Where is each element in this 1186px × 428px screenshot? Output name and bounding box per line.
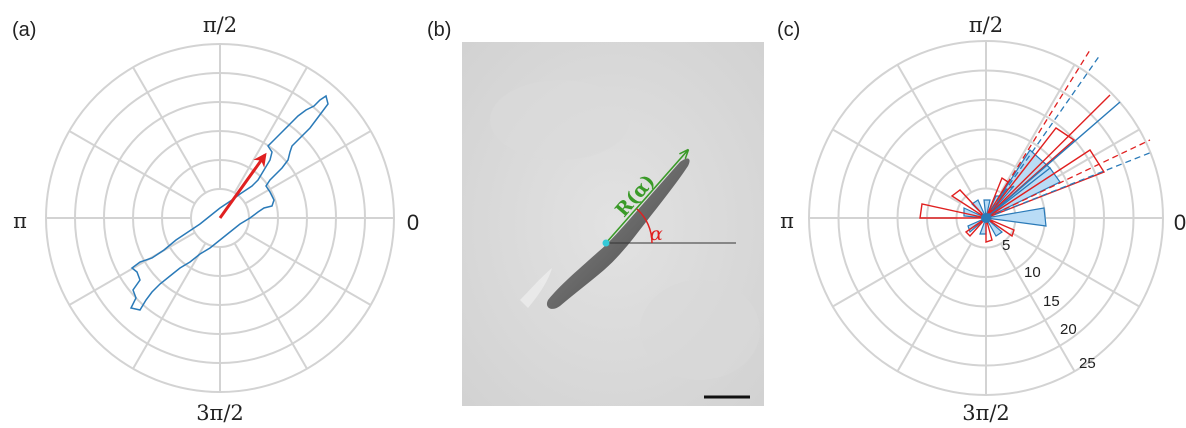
cell-body (546, 158, 690, 309)
grid-spoke (832, 128, 961, 205)
polar-grid-c (808, 40, 1164, 396)
angle-label-left: π (13, 209, 27, 233)
grid-spoke (244, 231, 372, 306)
confidence-lines (985, 49, 1153, 219)
angle-label-left: π (780, 209, 794, 233)
grid-spoke (68, 130, 196, 205)
centroid-marker (602, 239, 610, 247)
background-texture (640, 280, 760, 380)
angle-symbol: α (650, 223, 663, 245)
radial-tick-25: 25 (1079, 355, 1096, 372)
angle-label-right: 0 (1174, 210, 1186, 235)
rose-center (981, 213, 991, 223)
panel-b-label: (b) (427, 19, 451, 41)
radial-tick-15: 15 (1043, 293, 1060, 310)
mean-direction-blue (985, 101, 1121, 219)
panel-b: (b) α R(α) (427, 19, 764, 406)
radial-tick-5: 5 (1002, 237, 1010, 254)
grid-spoke (832, 231, 961, 308)
angle-label-bottom: 3π/2 (196, 401, 244, 425)
grid-spoke (999, 64, 1076, 193)
grid-spoke (132, 242, 207, 370)
grid-spoke (1011, 231, 1140, 308)
cell-shadow (520, 268, 552, 308)
grid-spoke (244, 130, 372, 205)
angle-label-right: 0 (407, 210, 419, 235)
direction-arrow (218, 152, 267, 219)
r-alpha-vector (605, 150, 688, 244)
polar-grid-a (45, 43, 395, 393)
grid-spoke (233, 66, 308, 194)
grid-spoke (999, 243, 1076, 372)
rose-red-outline (919, 127, 1106, 243)
radial-tick-10: 10 (1024, 264, 1041, 281)
grid-spoke (896, 243, 973, 372)
panel-c-label: (c) (777, 19, 800, 41)
panel-a-label: (a) (12, 19, 36, 41)
background-texture (490, 80, 630, 160)
mean-direction-red (985, 94, 1111, 219)
angle-label-top: π/2 (203, 13, 237, 37)
angle-label-bottom: 3π/2 (962, 401, 1010, 425)
angle-arc (636, 208, 653, 244)
angle-label-top: π/2 (969, 13, 1003, 37)
grid-spoke (233, 242, 308, 370)
panel-c: (c) π/2 π 0 3π/2 (777, 13, 1186, 425)
grid-spoke (896, 64, 973, 193)
panel-a: (a) π/2 π 0 3π/2 (12, 13, 419, 425)
grid-spoke (132, 66, 207, 194)
radial-tick-20: 20 (1060, 321, 1077, 338)
cell-outline (129, 94, 329, 311)
